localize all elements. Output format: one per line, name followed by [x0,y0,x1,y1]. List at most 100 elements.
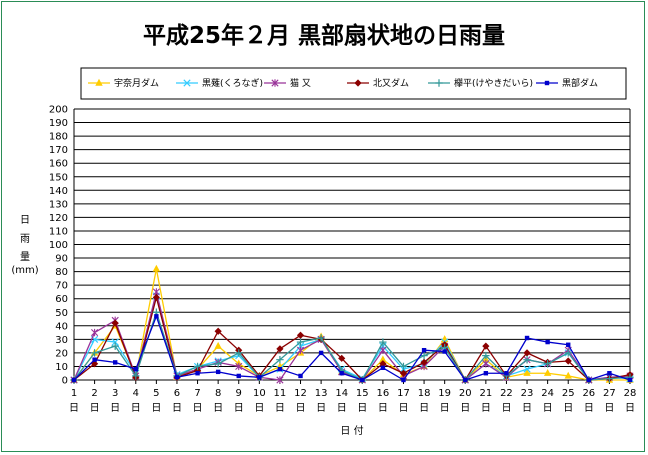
series-line [73,315,631,381]
x-tick-unit: 日 [110,403,120,414]
x-tick-label: 21 [479,388,492,399]
x-tick-label: 27 [603,388,616,399]
data-point [111,338,119,346]
x-tick-unit: 日 [563,403,573,414]
legend-entry: 北又ダム [347,77,409,89]
data-point [132,372,140,380]
data-point [236,373,241,379]
x-tick-unit: 日 [460,403,470,414]
y-tick-label: 120 [49,213,68,224]
y-axis-label: 日雨量 (mm) [11,215,38,276]
series-4 [70,293,634,384]
data-point [317,334,325,342]
x-tick-label: 14 [335,388,348,399]
y-tick-label: 140 [49,186,68,197]
data-point [152,264,161,272]
y-tick-label: 40 [55,321,68,332]
x-tick-unit: 日 [234,403,244,414]
x-tick-label: 10 [253,388,266,399]
data-point [524,335,530,341]
x-tick-label: 9 [236,388,242,399]
x-tick-unit: 日 [69,403,79,414]
x-tick-unit: 日 [254,403,264,414]
plot-area: 0102030405060708090100110120130140150160… [49,105,636,415]
legend-marker [354,79,362,87]
legend-label: 猫 又 [290,77,311,89]
data-point [276,355,284,364]
x-tick-unit: 日 [625,403,635,414]
legend-entry: 欅平(けやきだいら) [428,78,533,89]
data-point [523,355,531,364]
x-tick-label: 1 [71,388,77,399]
data-point [296,331,305,339]
data-point [545,339,550,345]
y-tick-label: 200 [49,105,68,116]
y-tick-label: 20 [55,348,68,359]
x-tick-label: 26 [582,388,595,399]
x-tick-label: 20 [459,388,472,399]
x-tick-unit: 日 [172,403,182,414]
data-point [586,377,592,383]
x-tick-unit: 日 [481,403,491,414]
data-point [543,369,552,376]
x-tick-label: 15 [356,388,369,399]
x-tick-unit: 日 [357,403,367,414]
data-point [399,362,408,371]
data-point [92,357,97,362]
data-point [277,366,283,372]
data-point [257,375,262,380]
x-tick-label: 7 [194,388,200,399]
series-5 [70,308,634,384]
legend-label: 欅平(けやきだいら) [454,78,533,89]
data-point [566,342,571,347]
data-point [91,328,99,337]
data-point [607,371,612,376]
data-point [276,345,284,353]
x-tick-label: 19 [438,388,451,399]
x-tick-unit: 日 [193,403,203,414]
data-point [401,377,406,383]
series-6 [71,314,633,383]
data-point [482,342,490,350]
x-tick-label: 11 [274,388,287,399]
data-point [318,350,324,356]
data-point [339,371,344,376]
series-line [73,296,631,381]
data-point [90,360,99,368]
x-tick-unit: 日 [275,403,285,414]
data-point [627,377,633,383]
x-tick-label: 25 [562,388,575,399]
data-point [442,349,447,354]
data-point [504,371,509,376]
data-point [174,375,180,380]
x-tick-label: 8 [215,388,221,399]
y-tick-label: 130 [49,199,68,210]
data-point [71,377,77,383]
x-tick-unit: 日 [440,403,450,414]
y-tick-label: 50 [55,308,68,319]
legend-label: 黒薙(くろなぎ) [202,77,263,89]
data-point [235,349,243,357]
legend-marker [95,78,103,86]
data-point [214,327,222,335]
x-tick-label: 17 [397,388,410,399]
data-point [379,346,387,354]
data-point [482,351,490,360]
data-point [605,374,614,383]
data-point [420,358,428,366]
legend-entry: 宇奈月ダム [88,77,159,89]
x-tick-label: 4 [133,388,139,399]
data-point [195,371,200,376]
series-line [73,295,631,381]
legend-marker [271,79,279,87]
data-point [296,346,305,354]
legend-entry: 黒部ダム [536,77,598,89]
y-tick-label: 110 [49,226,68,237]
y-tick-label: 0 [62,376,68,387]
data-point [298,373,303,379]
data-point [482,360,490,368]
y-tick-label: 160 [49,159,68,170]
x-tick-label: 5 [153,388,159,399]
data-point [133,366,138,372]
